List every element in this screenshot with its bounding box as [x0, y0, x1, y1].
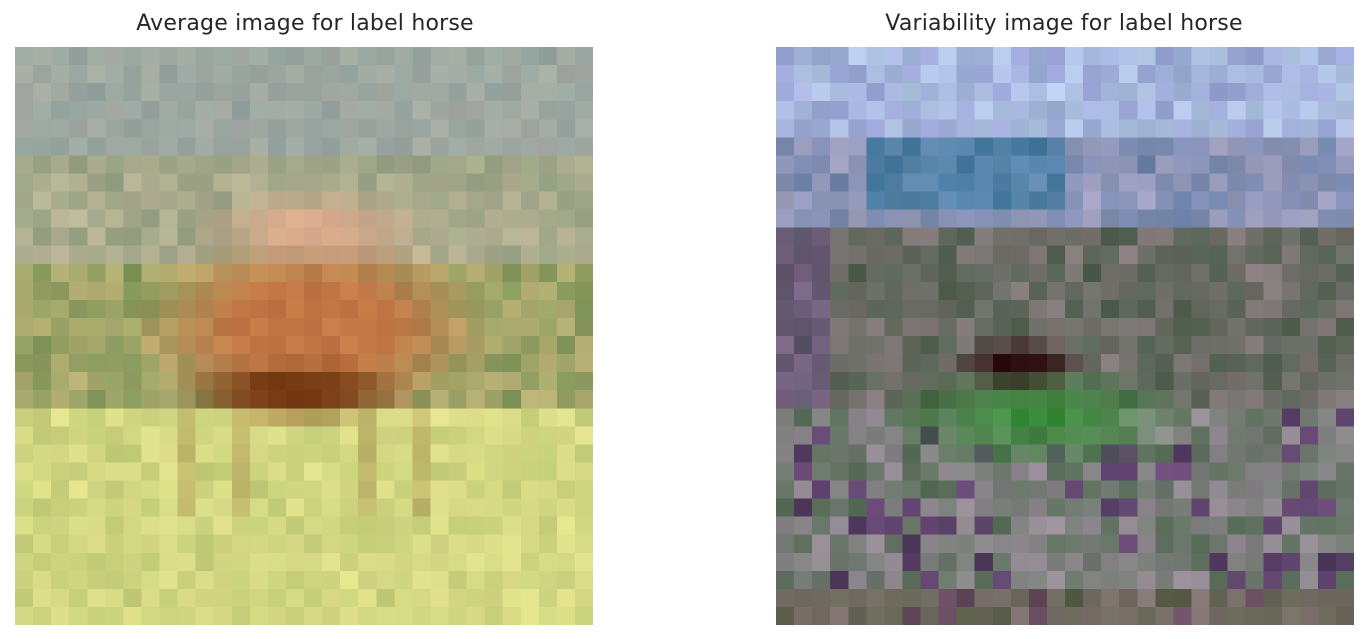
average-image-title: Average image for label horse	[136, 11, 474, 36]
variability-horse-image	[776, 47, 1354, 625]
variability-image-panel: Variability image for label horse	[760, 0, 1368, 639]
average-image-panel: Average image for label horse	[0, 0, 610, 639]
average-horse-image	[15, 47, 593, 625]
variability-image-title: Variability image for label horse	[885, 11, 1243, 36]
